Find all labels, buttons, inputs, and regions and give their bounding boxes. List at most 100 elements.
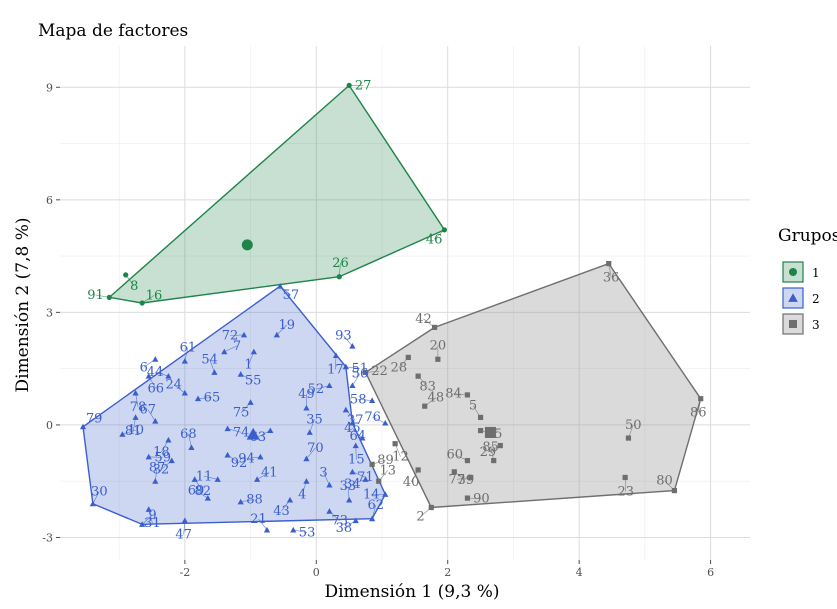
point-2-70 [303, 455, 310, 462]
point-label-2-58: 58 [350, 392, 367, 407]
point-label-2-33: 33 [340, 479, 357, 494]
hull-group-1 [107, 84, 446, 304]
legend-marker-1 [789, 268, 797, 276]
point-3-12 [392, 441, 398, 447]
point-label-2-54: 54 [201, 352, 218, 367]
point-2-56 [349, 382, 356, 389]
point-label-3-25: 25 [486, 427, 503, 442]
point-label-2-44: 44 [147, 365, 164, 380]
point-label-2-81: 81 [125, 424, 142, 439]
point-3-90 [464, 495, 471, 501]
point-1-27 [346, 82, 352, 88]
point-1-8 [123, 272, 129, 278]
point-label-3-85: 85 [482, 440, 499, 455]
point-2-88 [237, 498, 244, 505]
point-2-33 [346, 496, 353, 503]
point-2-79 [79, 423, 87, 430]
point-2-35 [306, 429, 313, 435]
point-label-2-30: 30 [91, 484, 108, 499]
point-label-3-12: 12 [392, 450, 409, 465]
point-label-2-24: 24 [165, 378, 182, 393]
point-label-2-56: 56 [352, 367, 369, 382]
point-2-87 [152, 478, 159, 484]
leader-2-54 [209, 359, 215, 373]
x-tick-label: -2 [179, 566, 190, 579]
point-2-1 [250, 348, 257, 355]
point-2-7 [221, 348, 228, 355]
point-label-3-23: 23 [617, 484, 634, 499]
point-label-2-14: 14 [363, 487, 380, 502]
point-label-3-50: 50 [625, 418, 642, 433]
grid [60, 46, 750, 560]
point-label-3-89: 89 [377, 453, 394, 468]
y-tick-label: 0 [46, 419, 53, 432]
point-label-2-88: 88 [246, 492, 263, 507]
y-tick-label: -3 [42, 531, 53, 544]
point-3-40 [415, 467, 421, 473]
point-label-2-74: 74 [233, 425, 250, 440]
point-2-51 [342, 363, 349, 370]
point-2-34 [362, 476, 369, 482]
leader-2-56 [352, 373, 361, 386]
point-label-3-42: 42 [415, 312, 432, 327]
leader-2-35 [309, 419, 315, 433]
point-label-2-38: 38 [336, 521, 353, 536]
leader-2-58 [358, 399, 373, 401]
point-2-64 [349, 419, 356, 426]
point-2-93 [349, 343, 356, 349]
centroid-group-3 [484, 426, 496, 438]
point-label-2-32: 32 [153, 463, 170, 478]
point-label-3-84: 84 [445, 387, 462, 402]
point-2-30 [89, 500, 96, 507]
point-3-36 [606, 261, 612, 267]
point-2-17 [332, 352, 340, 359]
point-label-3-20: 20 [430, 338, 447, 353]
point-label-1-27: 27 [355, 78, 372, 93]
leader-2-53 [293, 529, 308, 533]
leader-2-44 [154, 371, 169, 377]
leader-2-72 [230, 334, 245, 336]
point-3-23 [622, 474, 628, 481]
point-label-2-1: 1 [244, 358, 252, 373]
point-3-28 [405, 354, 411, 361]
point-2-10 [119, 431, 126, 437]
point-label-2-45: 45 [344, 421, 361, 436]
point-2-63 [267, 427, 274, 434]
point-label-2-61: 61 [180, 340, 197, 355]
legend-label-1: 1 [812, 266, 820, 280]
point-label-3-77: 77 [449, 472, 466, 487]
point-label-2-70: 70 [307, 441, 324, 456]
leader-2-9 [141, 514, 153, 525]
point-2-15 [352, 442, 359, 449]
point-2-53 [290, 526, 297, 533]
point-2-49 [303, 404, 310, 411]
point-2-75 [247, 399, 254, 405]
point-label-1-26: 26 [332, 256, 349, 271]
point-label-3-86: 86 [690, 405, 707, 420]
x-tick-label: 4 [576, 566, 583, 579]
point-label-2-78: 78 [130, 400, 147, 415]
leader-2-52 [315, 385, 330, 390]
point-2-18 [165, 436, 172, 443]
point-label-2-53: 53 [299, 525, 316, 540]
leader-2-88 [240, 499, 255, 503]
point-2-78 [132, 389, 139, 396]
point-label-2-43: 43 [273, 504, 290, 519]
leader-2-69 [195, 490, 209, 499]
leader-2-68 [188, 433, 192, 448]
point-2-6 [152, 356, 159, 362]
point-2-94 [257, 453, 264, 460]
centroid-group-2 [246, 427, 260, 440]
leader-2-7 [224, 345, 238, 353]
chart-title: Mapa de factores [38, 21, 188, 41]
point-2-44 [165, 373, 172, 379]
point-label-2-63: 63 [250, 430, 267, 445]
y-tick-label: 3 [46, 306, 53, 319]
leader-2-76 [372, 416, 386, 424]
point-3-5 [477, 414, 484, 421]
point-2-37 [342, 406, 349, 413]
point-2-21 [263, 526, 271, 533]
